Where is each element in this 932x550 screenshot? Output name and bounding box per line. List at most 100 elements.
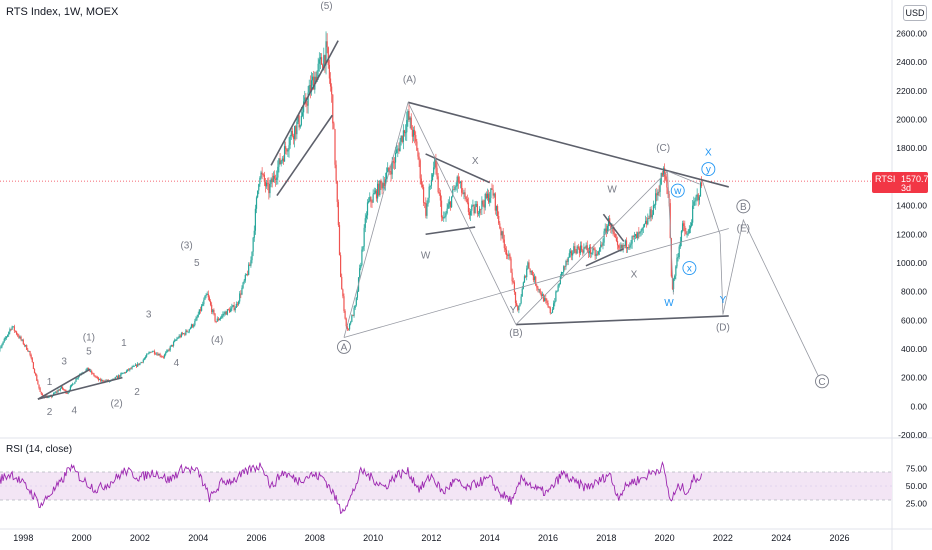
rsi-line — [0, 460, 703, 515]
candle-body — [422, 187, 425, 203]
candle-body — [678, 246, 680, 258]
candle-body — [410, 117, 412, 130]
candle-body — [89, 370, 92, 372]
y-tick-label: 2600.00 — [896, 29, 927, 39]
candle-body — [507, 255, 509, 256]
candle-body — [539, 289, 541, 294]
price-tag-value: 1570.78 — [901, 174, 932, 184]
candle-body — [519, 303, 521, 307]
candle-body — [153, 350, 156, 354]
candle-body — [198, 309, 200, 315]
candle-body — [586, 245, 588, 251]
candle-body — [433, 167, 435, 175]
candle-body — [493, 193, 495, 196]
candle-body — [680, 231, 683, 242]
candle-body — [356, 291, 359, 298]
candle-body — [125, 370, 128, 373]
candle-body — [686, 234, 688, 236]
candle-body — [592, 248, 594, 254]
candle-body — [642, 226, 644, 228]
currency-button[interactable]: USD — [903, 5, 927, 21]
candle-body — [372, 194, 374, 203]
candle-body — [227, 309, 230, 311]
wave-label: 4 — [72, 405, 78, 416]
candle-body — [316, 71, 318, 82]
candle-body — [684, 226, 686, 232]
y-tick-label: 1800.00 — [896, 143, 927, 153]
wave-label: W — [607, 185, 617, 196]
x-tick-label: 2016 — [538, 533, 558, 543]
x-tick-label: 2000 — [72, 533, 92, 543]
candle-body — [132, 366, 134, 367]
candle-body — [186, 330, 188, 332]
candle-body — [649, 209, 651, 219]
candle-body — [277, 166, 279, 178]
candle-body — [230, 308, 232, 313]
wave-label: (3) — [180, 241, 192, 252]
trendline — [515, 170, 668, 325]
candle-body — [260, 172, 262, 178]
y-tick-label: 2200.00 — [896, 86, 927, 96]
candle-body — [94, 375, 96, 377]
candle-body — [397, 148, 399, 150]
candle-body — [591, 253, 593, 255]
candle-body — [603, 231, 605, 243]
candle-body — [430, 180, 433, 186]
candle-body — [320, 57, 323, 65]
candle-body — [458, 182, 461, 184]
candle-body — [613, 231, 615, 234]
candle-body — [100, 379, 102, 382]
last-price-tag: RTSI 1570.78 3d 13h — [872, 172, 932, 203]
candle-body — [496, 206, 499, 216]
candle-body — [183, 333, 185, 335]
candle-body — [606, 226, 609, 234]
candle-body — [664, 168, 666, 177]
candle-body — [67, 391, 69, 394]
candle-body — [379, 180, 381, 196]
candle-body — [190, 324, 193, 328]
candle-body — [414, 129, 416, 136]
candle-body — [21, 339, 23, 341]
candle-body — [425, 202, 427, 216]
candle-body — [239, 293, 241, 302]
candle-body — [516, 303, 518, 307]
candle-body — [315, 76, 317, 82]
candle-body — [338, 225, 341, 256]
candle-body — [501, 231, 503, 236]
candle-body — [576, 246, 578, 254]
candle-body — [407, 110, 409, 121]
x-tick-label: 2018 — [596, 533, 616, 543]
trendline — [602, 213, 625, 242]
candle-body — [168, 349, 170, 351]
candle-body — [623, 245, 625, 246]
y-tick-label: 1000.00 — [896, 258, 927, 268]
candle-body — [581, 245, 583, 251]
candle-body — [457, 176, 459, 183]
y-tick-label: -200.00 — [898, 430, 927, 440]
candle-body — [345, 318, 347, 327]
candle-body — [451, 196, 453, 208]
wave-label: w — [673, 186, 682, 197]
candle-body — [134, 364, 137, 366]
candle-body — [290, 130, 292, 137]
candle-body — [619, 247, 621, 249]
candle-body — [138, 363, 140, 365]
candle-body — [557, 285, 559, 291]
candle-body — [484, 193, 486, 208]
candle-body — [481, 200, 483, 210]
wave-label-circle — [701, 162, 716, 177]
candle-body — [244, 274, 246, 281]
candle-body — [237, 301, 240, 305]
candle-body — [298, 115, 300, 128]
candle-body — [526, 268, 528, 278]
candle-body — [584, 247, 586, 249]
candle-body — [392, 160, 394, 163]
candle-body — [447, 204, 449, 209]
candle-body — [155, 353, 157, 355]
candle-body — [383, 182, 385, 187]
candle-body — [56, 391, 58, 393]
candle-body — [73, 383, 75, 385]
candle-body — [140, 362, 142, 364]
candle-body — [121, 373, 123, 375]
candle-body — [55, 391, 57, 393]
